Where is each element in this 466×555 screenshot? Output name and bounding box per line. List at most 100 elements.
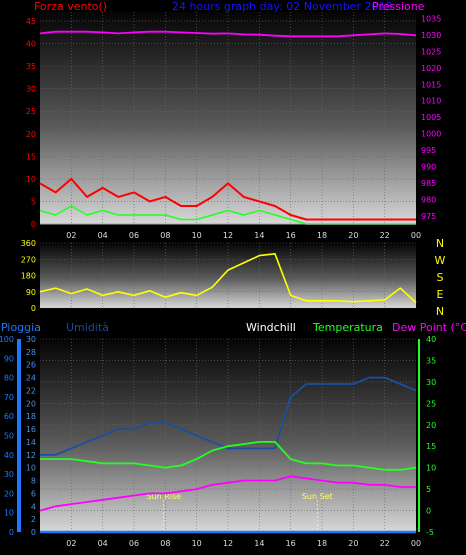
pressure-tick-label: 1035	[421, 15, 441, 24]
temperature-x-tick-label: 20	[348, 539, 358, 548]
chart-title: 24 hours graph day: 02 November 2018	[172, 0, 392, 13]
wind-speed-tick-label: 30	[26, 85, 36, 94]
wind-gust-line	[39, 177, 416, 221]
humidity-tick-label: 4	[31, 502, 36, 511]
wind-direction-tick-label: 90	[26, 288, 36, 297]
pressure-tick-label: 1030	[421, 31, 441, 40]
temperature-x-tick-label: 14	[254, 539, 264, 548]
temperature-x-tick-label: 10	[192, 539, 202, 548]
wind-pressure-x-tick-label: 22	[380, 231, 390, 240]
temperature-tick-label: 40	[426, 335, 436, 344]
wind-pressure-x-tick-label: 08	[160, 231, 170, 240]
rain-tick-label: 60	[4, 412, 14, 421]
wind-pressure-x-tick-label: 10	[192, 231, 202, 240]
pressure-tick-label: 980	[421, 195, 436, 204]
wind-pressure-x-tick-label: 06	[129, 231, 139, 240]
wind-direction-tick-label: 270	[21, 255, 36, 264]
wind-speed-tick-label: 40	[26, 40, 36, 49]
rain-tick-label: 40	[4, 451, 14, 460]
sun-rise-label: Sun Rise	[146, 492, 181, 501]
wind-pressure-x-tick-label: 18	[317, 231, 327, 240]
wind-direction-tick-label: 360	[21, 239, 36, 248]
temperature-tick-label: 30	[426, 378, 436, 387]
sun-markers: Sun Rise Sun Set	[146, 492, 333, 532]
temperature-x-tick-label: 18	[317, 539, 327, 548]
pressure-tick-label: 1025	[421, 47, 441, 56]
wind-pressure-x-tick-label: 16	[286, 231, 296, 240]
temperature-tick-label: 15	[426, 442, 436, 451]
pressure-line	[39, 30, 417, 38]
humidity-tick-label: 2	[31, 515, 36, 524]
temperature-line	[40, 440, 417, 471]
rain-axis: 0 10 20 30 40 50 60 70 80 90 100	[0, 335, 14, 537]
compass-label: S	[437, 271, 444, 284]
pressure-tick-label: 975	[421, 212, 436, 221]
wind-speed-tick-label: 25	[26, 107, 36, 116]
temperature-x-tick-label: 04	[98, 539, 108, 548]
temperature-x-axis: 02 04 06 08 10 12 14 16 18 20 22 00	[66, 539, 421, 548]
humidity-tick-label: 12	[26, 451, 36, 460]
humidity-label: Umidità	[66, 321, 109, 334]
compass-label: E	[437, 288, 444, 301]
wind-speed-tick-label: 5	[31, 197, 36, 206]
pressure-tick-label: 990	[421, 162, 436, 171]
pressure-tick-label: 985	[421, 179, 436, 188]
sun-set-label: Sun Set	[302, 492, 333, 501]
rain-tick-label: 10	[4, 509, 14, 518]
wind-speed-tick-label: 45	[26, 17, 36, 26]
temperature-x-tick-label: 06	[129, 539, 139, 548]
temperature-tick-label: 20	[426, 421, 436, 430]
humidity-tick-label: 8	[31, 477, 36, 486]
wind-pressure-x-tick-label: 02	[66, 231, 76, 240]
wind-pressure-x-tick-label: 14	[254, 231, 264, 240]
rain-tick-label: 20	[4, 489, 14, 498]
humidity-tick-label: 26	[26, 361, 36, 370]
compass-label: N	[436, 305, 444, 318]
wind-pressure-x-tick-label: 00	[411, 231, 421, 240]
humidity-tick-label: 14	[26, 438, 36, 447]
rain-tick-label: 80	[4, 374, 14, 383]
temperature-x-tick-label: 16	[286, 539, 296, 548]
temperature-axis: -5 0 5 10 15 20 25 30 35 40	[418, 335, 436, 537]
wind-speed-tick-label: 20	[26, 130, 36, 139]
wind-pressure-x-tick-label: 04	[98, 231, 108, 240]
wind-direction-line	[39, 253, 417, 304]
pressure-tick-label: 995	[421, 146, 436, 155]
dewpoint-line	[39, 475, 416, 512]
rain-tick-label: 90	[4, 354, 14, 363]
humidity-tick-label: 28	[26, 348, 36, 357]
wind-direction-tick-label: 0	[31, 304, 36, 313]
temperature-tick-label: 10	[426, 464, 436, 473]
humidity-tick-label: 22	[26, 386, 36, 395]
temperature-tick-label: -5	[426, 528, 434, 537]
pressure-tick-label: 1005	[421, 113, 441, 122]
rain-tick-label: 70	[4, 393, 14, 402]
temperature-x-tick-label: 12	[223, 539, 233, 548]
humidity-tick-label: 24	[26, 374, 36, 383]
temperature-x-tick-label: 02	[66, 539, 76, 548]
humidity-tick-label: 20	[26, 399, 36, 408]
temperature-tick-label: 0	[426, 507, 431, 516]
humidity-tick-label: 18	[26, 412, 36, 421]
pressure-tick-label: 1010	[421, 97, 441, 106]
humidity-tick-label: 30	[26, 335, 36, 344]
humidity-tick-label: 6	[31, 489, 36, 498]
pressure-axis: 975 980 985 990 995 1000 1005 1010 1015 1020 1025 1…	[421, 15, 441, 221]
temperature-x-tick-label: 08	[160, 539, 170, 548]
pressure-tick-label: 1020	[421, 64, 441, 73]
wind-direction-axis: 0 90 180 270 360	[21, 239, 36, 313]
pressure-label: Pressione	[372, 0, 425, 13]
wind-speed-axis: 0 5 10 15 20 25 30 35 40 45	[26, 17, 36, 229]
temperature-tick-label: 5	[426, 485, 431, 494]
temperature-x-tick-label: 00	[411, 539, 421, 548]
rain-label: Pioggia	[1, 321, 41, 334]
wind-speed-tick-label: 35	[26, 62, 36, 71]
wind-speed-tick-label: 0	[31, 220, 36, 229]
dewpoint-label: Dew Point (°C)	[392, 321, 466, 334]
temperature-series	[39, 376, 417, 534]
humidity-tick-label: 0	[31, 528, 36, 537]
